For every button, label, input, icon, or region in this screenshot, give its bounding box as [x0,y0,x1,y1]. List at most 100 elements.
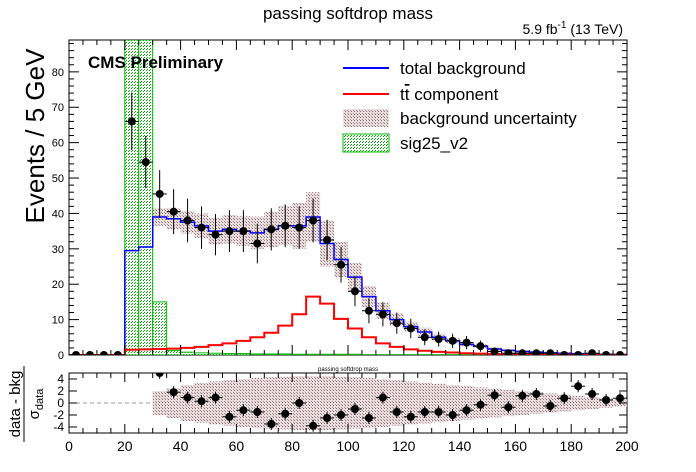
data-point [571,351,586,355]
legend-label-rest: component [409,85,498,104]
ratio-point [529,388,544,400]
legend-label: total background [400,59,526,78]
ratio-point [278,407,293,420]
data-point-marker [155,189,164,198]
data-point [445,333,460,348]
data-point [361,298,376,324]
ratio-point [613,392,627,405]
data-point-marker [406,324,415,333]
ratio-point-marker [239,406,248,415]
legend-label: background uncertainty [400,109,577,128]
ratio-band-bin [306,376,321,430]
ratio-point [417,406,432,418]
ratio-point-marker [169,388,178,397]
signal-bar [221,353,237,355]
data-point-marker [462,338,471,347]
ratio-point [264,418,279,430]
ratio-y-tick-label: 2 [57,384,64,398]
data-point-marker [420,333,429,342]
ratio-point-marker [588,390,597,398]
ratio-point-marker [253,408,262,416]
x-tick-label: 60 [229,438,245,454]
x-tick-label: 140 [448,438,472,454]
data-point [250,223,265,264]
ratio-point [403,410,418,423]
x-tick-label: 200 [615,438,639,454]
x-tick-label: 100 [336,438,360,454]
ratio-band-bin [222,380,237,426]
ratio-point-marker [183,393,192,402]
data-point [320,219,335,261]
data-point-marker [197,223,206,232]
signal-bar [208,352,223,355]
ratio-point-marker [323,414,332,422]
data-point [459,335,474,350]
lumi-superscript: -1 [558,20,567,31]
data-point-marker [350,287,359,296]
ratio-point-marker [309,421,318,430]
ratio-y-label-subscript: data [34,388,46,410]
x-tick-label: 180 [560,438,584,454]
data-point-marker [239,227,248,236]
ratio-point [473,398,488,411]
ratio-point-marker [518,391,527,400]
legend-label-t: t [400,85,405,104]
ratio-band-bin [166,388,181,418]
ratio-point [375,391,390,404]
data-point-marker [532,349,541,355]
data-point [69,351,83,355]
legend-swatch-hatch [343,109,389,127]
ratio-y-tick-label: 4 [57,372,64,386]
data-point-marker [267,225,276,234]
legend: total background tt component background u… [342,59,577,153]
ratio-point [389,406,404,418]
ratio-point-marker [392,408,401,416]
signal-bar [305,353,321,355]
data-point [334,246,348,283]
legend-label: tt component [400,85,499,104]
x-tick-label: 20 [117,438,133,454]
lumi-label: 5.9 fb-1 (13 TeV) [523,20,623,37]
data-point-marker [85,351,94,355]
ratio-band-bin [403,381,418,425]
main-plot: 0 10 20 30 40 50 60 70 80 CMS Preliminary Events… [20,39,628,362]
data-point-marker [183,216,192,225]
ratio-point-marker [490,391,499,400]
data-point [515,349,530,355]
data-point [487,347,502,355]
legend-swatch-signal [342,133,390,153]
ratio-point-marker [267,420,276,428]
ratio-point [348,403,362,415]
ratio-point-marker [378,393,387,402]
ratio-point [599,394,614,406]
data-point [194,206,209,249]
data-point-marker [518,349,527,355]
ratio-point [334,409,348,421]
data-point-marker [364,306,373,315]
ratio-point [166,386,181,399]
data-point [292,206,307,249]
data-point [543,349,558,355]
data-point [585,349,600,355]
ratio-point-marker [225,412,234,421]
data-point-marker [448,336,457,345]
legend-entry: total background [343,59,526,78]
signal-bar [277,353,293,355]
ratio-point-marker [281,409,290,418]
ratio-point [445,409,460,421]
data-point [557,351,572,355]
data-point-marker [113,351,122,355]
ratio-point [320,412,335,424]
ratio-point-marker [476,400,485,409]
signal-bar [124,40,140,355]
data-point [152,170,167,218]
ratio-band-bin [250,377,265,429]
x-tick-label: 160 [504,438,528,454]
signal-bar [152,301,168,355]
data-point [431,331,446,347]
data-point [599,351,614,355]
ratio-point-marker [197,397,206,406]
chart-title: passing softdrop mass [263,4,433,23]
ratio-point [543,400,558,412]
